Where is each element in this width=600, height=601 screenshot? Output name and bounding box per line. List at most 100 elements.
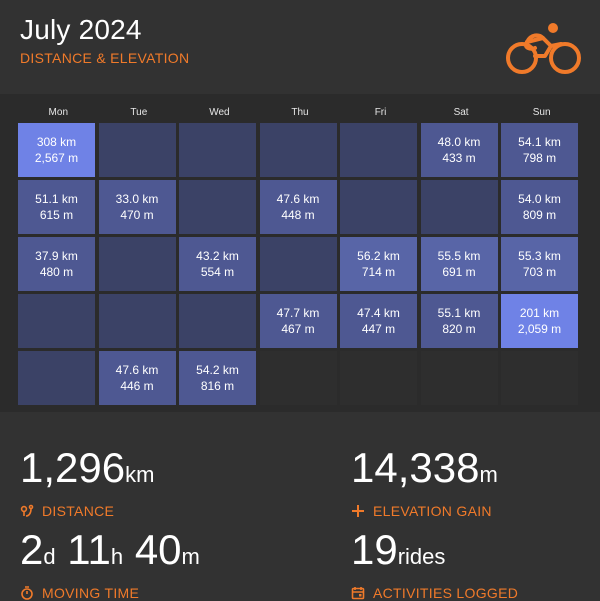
calendar-day-cell	[340, 123, 417, 177]
day-distance: 51.1 km	[35, 192, 78, 206]
page-subtitle: DISTANCE & ELEVATION	[20, 50, 190, 66]
calendar-day-cell: 37.9 km 480 m	[18, 237, 95, 291]
day-elevation: 615 m	[39, 208, 74, 222]
day-elevation: 467 m	[281, 322, 315, 336]
calendar-day-cell	[501, 351, 578, 405]
day-distance: 55.3 km	[518, 249, 561, 263]
activities-unit: rides	[397, 544, 446, 569]
weekday-label: Thu	[291, 107, 309, 118]
day-elevation: 691 m	[442, 265, 476, 279]
distance-label: DISTANCE	[42, 503, 115, 519]
calendar-day-cell	[98, 123, 176, 177]
day-elevation: 816 m	[200, 379, 235, 393]
day-elevation: 480 m	[39, 265, 74, 279]
calendar-grid: 308 km 2,567 m 48.0 km 433 m 54.1 km 798 m 51.…	[18, 123, 582, 405]
elevation-unit: m	[479, 462, 498, 487]
day-elevation: 820 m	[442, 322, 476, 336]
weekday-label: Wed	[209, 107, 230, 118]
calendar-day-cell: 54.0 km 809 m	[501, 180, 578, 234]
day-distance: 54.0 km	[518, 192, 561, 206]
day-distance: 37.9 km	[35, 249, 78, 263]
day-distance: 47.7 km	[276, 306, 320, 320]
calendar-day-cell: 47.4 km 447 m	[340, 294, 417, 348]
calendar-day-cell	[179, 123, 256, 177]
moving-days-unit: d	[43, 544, 56, 569]
elevation-stat: 14,338m ELEVATION GAIN	[351, 444, 498, 520]
day-distance: 55.5 km	[437, 249, 481, 263]
calendar-day-cell: 47.6 km 448 m	[259, 180, 337, 234]
day-elevation: 470 m	[120, 208, 154, 222]
day-distance: 54.2 km	[196, 363, 239, 377]
day-distance: 55.1 km	[437, 306, 481, 320]
calendar-day-cell: 55.5 km 691 m	[420, 237, 498, 291]
calendar-day-cell: 55.3 km 703 m	[501, 237, 578, 291]
activities-stat: 19rides ACTIVITIES LOGGED	[351, 528, 518, 601]
moving-time-stat: 2d 11h 40m MOVING TIME	[20, 528, 200, 601]
day-elevation: 714 m	[361, 265, 396, 279]
calendar-day-cell	[340, 180, 417, 234]
moving-hours-unit: h	[110, 544, 124, 569]
day-distance: 47.6 km	[115, 363, 159, 377]
calendar-day-cell	[179, 180, 256, 234]
day-distance: 47.6 km	[276, 192, 320, 206]
calendar-day-cell	[420, 351, 498, 405]
day-distance: 48.0 km	[437, 135, 481, 149]
weekday-label: Sat	[453, 107, 469, 118]
calendar-day-cell: 47.7 km 467 m	[259, 294, 337, 348]
day-distance: 308 km	[36, 135, 77, 149]
weekday-label: Sun	[532, 107, 551, 118]
calendar-day-cell: 308 km 2,567 m	[18, 123, 95, 177]
calendar-day-cell: 54.2 km 816 m	[179, 351, 256, 405]
calendar-day-cell	[18, 351, 95, 405]
calendar-day-cell	[259, 123, 337, 177]
moving-time-label: MOVING TIME	[42, 585, 140, 601]
day-elevation: 2,059 m	[517, 322, 562, 336]
day-distance: 47.4 km	[357, 306, 400, 320]
calendar-day-cell: 48.0 km 433 m	[420, 123, 498, 177]
day-elevation: 447 m	[361, 322, 396, 336]
activities-label: ACTIVITIES LOGGED	[373, 585, 519, 601]
cyclist-icon	[506, 23, 581, 74]
day-elevation: 448 m	[281, 208, 315, 222]
page-title: July 2024	[20, 14, 142, 45]
calendar-day-cell	[179, 294, 256, 348]
day-distance: 201 km	[519, 306, 560, 320]
day-elevation: 554 m	[200, 265, 235, 279]
day-elevation: 2,567 m	[34, 151, 79, 165]
calendar-day-cell	[98, 237, 176, 291]
day-elevation: 446 m	[120, 379, 154, 393]
moving-days-value: 2	[20, 526, 44, 573]
weekday-label: Mon	[48, 107, 68, 118]
moving-minutes-value: 40	[134, 526, 182, 573]
calendar-day-cell	[259, 351, 337, 405]
day-elevation: 798 m	[522, 151, 557, 165]
calendar-day-cell: 201 km 2,059 m	[501, 294, 578, 348]
stopwatch-icon	[21, 586, 33, 600]
day-elevation: 703 m	[522, 265, 557, 279]
moving-minutes-unit: m	[181, 544, 200, 569]
weekday-header: Mon Tue Wed Thu Fri Sat Sun	[18, 107, 582, 118]
elevation-label: ELEVATION GAIN	[373, 503, 492, 519]
calendar-icon	[351, 587, 365, 600]
calendar-day-cell: 54.1 km 798 m	[501, 123, 578, 177]
calendar-day-cell: 55.1 km 820 m	[420, 294, 498, 348]
route-pin-icon	[20, 504, 34, 517]
calendar-day-cell	[259, 237, 337, 291]
day-distance: 56.2 km	[357, 249, 400, 263]
moving-hours-value: 11	[67, 526, 111, 573]
day-elevation: 433 m	[442, 151, 476, 165]
calendar-day-cell	[98, 294, 176, 348]
calendar-day-cell: 56.2 km 714 m	[340, 237, 417, 291]
calendar-day-cell: 51.1 km 615 m	[18, 180, 95, 234]
calendar-day-cell	[420, 180, 498, 234]
day-distance: 43.2 km	[196, 249, 239, 263]
distance-value: 1,296	[20, 444, 126, 491]
weekday-label: Tue	[130, 107, 148, 118]
calendar-day-cell	[18, 294, 95, 348]
day-distance: 33.0 km	[115, 192, 159, 206]
distance-unit: km	[125, 462, 155, 487]
distance-stat: 1,296km DISTANCE	[20, 444, 155, 520]
calendar-day-cell	[340, 351, 417, 405]
plus-icon	[352, 505, 364, 517]
elevation-value: 14,338	[351, 444, 480, 491]
